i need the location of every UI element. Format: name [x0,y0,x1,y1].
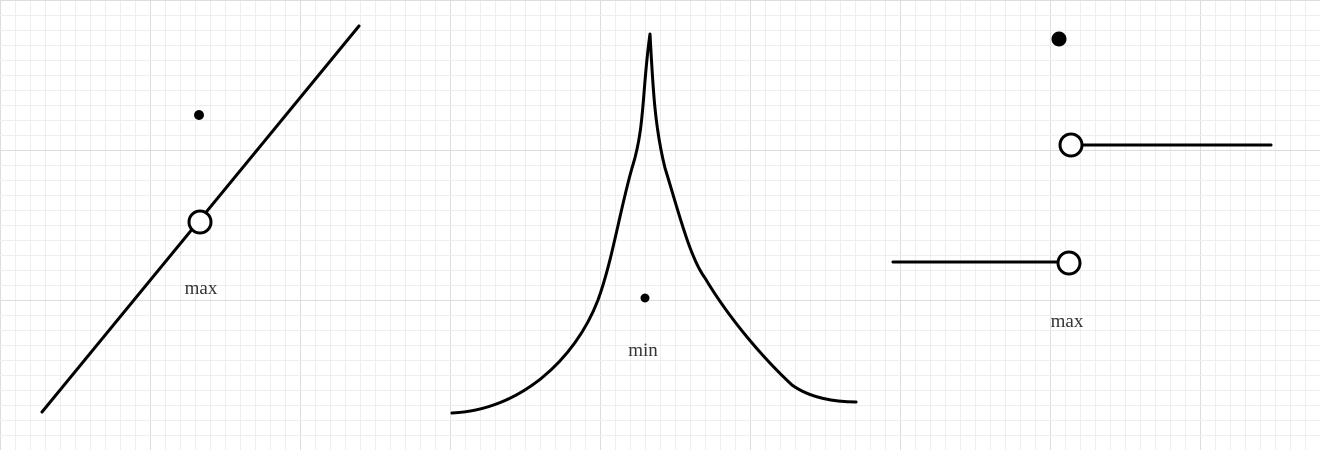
panel-1-label: max [185,278,218,299]
panel-2: min [450,32,858,415]
panel-3-upper-open-point [1058,132,1084,158]
panel-3: max [891,31,1273,332]
panel-1: max [40,24,361,414]
panel-1-filled-point [194,110,204,120]
panel-3-filled-point [1051,31,1067,47]
panel-2-label: min [628,340,658,361]
panel-3-label: max [1051,311,1084,332]
panel-1-open-point [187,209,213,235]
panel-2-filled-point [640,293,650,303]
panel-3-lower-open-point [1056,250,1082,276]
panel-2-cusp-curve [450,32,858,415]
